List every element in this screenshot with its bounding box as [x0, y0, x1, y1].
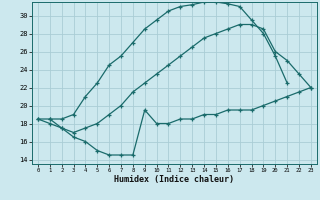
X-axis label: Humidex (Indice chaleur): Humidex (Indice chaleur): [115, 175, 234, 184]
